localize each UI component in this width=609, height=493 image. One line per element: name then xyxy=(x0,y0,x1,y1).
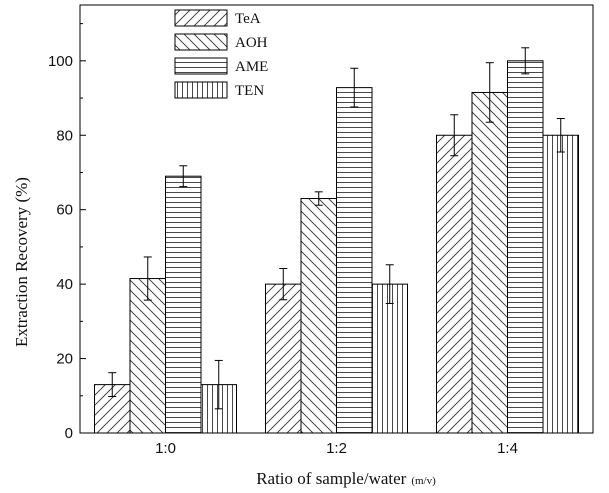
legend-swatch-ame xyxy=(174,57,228,75)
y-tick-label: 20 xyxy=(56,351,73,368)
y-tick-label: 100 xyxy=(48,53,73,70)
x-axis-title: Ratio of sample/water (m/v) xyxy=(256,469,436,488)
legend: TeA AOH AME TEN xyxy=(171,6,286,104)
bar-ame xyxy=(336,87,373,434)
bar-ten xyxy=(542,134,579,434)
y-tick-label: 80 xyxy=(56,127,73,144)
bar-aoh xyxy=(129,278,166,434)
x-tick-label: 1:4 xyxy=(497,440,518,457)
legend-label-aoh: AOH xyxy=(235,35,268,51)
y-tick-label: 0 xyxy=(65,425,73,442)
x-tick-label: 1:2 xyxy=(326,440,347,457)
bar-ame xyxy=(507,60,544,434)
legend-swatch-tea xyxy=(174,9,228,27)
y-axis: 0 20 40 60 80 100 xyxy=(48,23,86,442)
x-axis-unit: (m/v) xyxy=(411,475,436,487)
bar-aoh xyxy=(300,198,337,434)
y-tick-label: 60 xyxy=(56,202,73,219)
error-bars-group xyxy=(108,47,565,410)
bar-ame xyxy=(165,175,202,434)
y-axis-title: Extraction Recovery (%) xyxy=(12,177,31,347)
legend-label-ame: AME xyxy=(235,59,268,75)
legend-label-ten: TEN xyxy=(235,83,264,99)
bar-ten xyxy=(371,283,408,434)
legend-swatch-aoh xyxy=(174,33,228,51)
x-tick-label: 1:0 xyxy=(155,440,176,457)
y-tick-label: 40 xyxy=(56,276,73,293)
bar-aoh xyxy=(471,91,508,434)
legend-swatch-ten xyxy=(174,81,228,99)
bar-tea xyxy=(436,134,473,434)
bar-tea xyxy=(265,283,302,434)
x-axis-title-text: Ratio of sample/water xyxy=(256,469,406,488)
legend-label-tea: TeA xyxy=(235,11,261,27)
bars-group xyxy=(94,60,579,434)
x-axis: 1:0 1:2 1:4 xyxy=(155,427,518,457)
